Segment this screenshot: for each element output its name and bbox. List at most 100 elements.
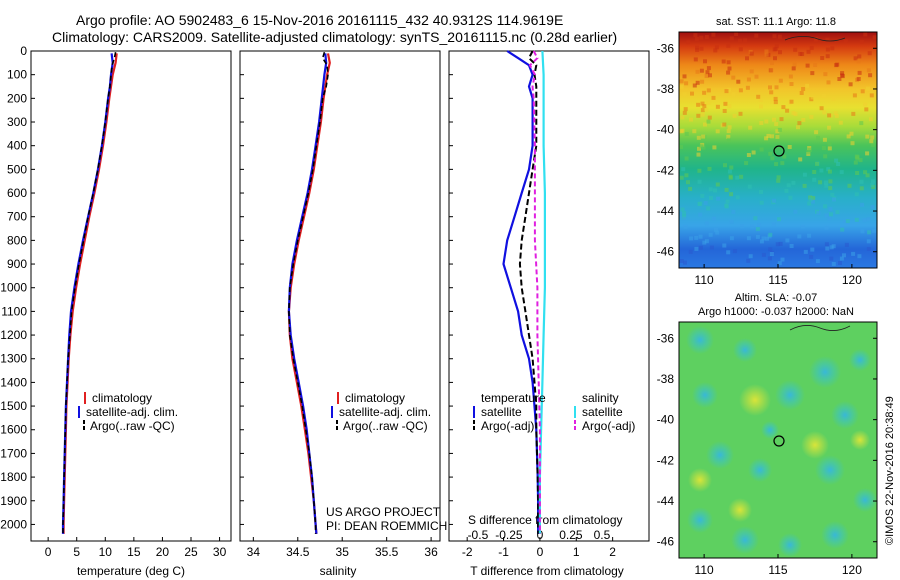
sst-pixel — [754, 33, 759, 38]
sla-eddy — [706, 441, 734, 469]
sst-pixel — [846, 134, 851, 139]
sst-pixel — [860, 202, 865, 207]
sst-pixel — [738, 38, 742, 43]
sst-pixel — [753, 216, 758, 221]
argo-location-marker — [773, 435, 785, 447]
sst-pixel — [725, 199, 730, 204]
sst-pixel — [852, 93, 857, 98]
sst-pixel — [855, 171, 860, 175]
sst-pixel — [734, 32, 739, 36]
sst-pixel — [810, 95, 815, 100]
sst-pixel — [682, 92, 687, 97]
map-y-tick-label: -46 — [657, 535, 675, 549]
sst-pixel — [702, 240, 707, 245]
sst-pixel — [692, 129, 697, 134]
x-tick-label: 15 — [127, 545, 141, 559]
sst-pixel — [700, 112, 705, 117]
x-tick-label: -1 — [498, 545, 509, 559]
depth-tick-label: 1200 — [0, 328, 27, 342]
legend-label-sal-argo: Argo(-adj) — [582, 419, 635, 433]
map-y-tick-label: -40 — [657, 123, 675, 137]
sst-pixel — [708, 232, 713, 237]
sst-pixel — [792, 62, 797, 67]
depth-tick-label: 1800 — [0, 470, 27, 484]
sst-pixel — [849, 131, 854, 136]
sst-pixel — [727, 169, 732, 174]
sst-pixel — [822, 93, 826, 98]
sst-pixel — [825, 54, 830, 59]
sst-pixel — [738, 47, 743, 52]
sst-pixel — [814, 130, 819, 135]
sst-pixel — [872, 228, 876, 233]
sst-pixel — [856, 59, 861, 64]
sst-pixel — [857, 54, 862, 59]
sst-pixel — [819, 168, 824, 173]
sst-pixel — [778, 241, 783, 246]
depth-tick-label: 0 — [20, 44, 27, 58]
x-tick-label: 34 — [247, 545, 261, 559]
sla-eddy — [809, 356, 841, 388]
sst-pixel — [868, 117, 873, 122]
legend-label-argo: Argo(..raw -QC) — [90, 419, 175, 433]
sst-pixel — [870, 183, 875, 188]
sst-pixel — [735, 175, 740, 180]
sst-pixel — [777, 127, 782, 132]
sst-pixel — [709, 245, 714, 250]
sst-pixel — [791, 180, 796, 185]
sst-pixel — [731, 75, 736, 80]
sst-pixel — [823, 72, 828, 77]
difference-plot-frame — [448, 50, 650, 542]
sla-high — [850, 430, 870, 450]
sla-eddy — [733, 338, 757, 362]
sst-pixel — [811, 196, 816, 201]
sst-pixel — [857, 254, 862, 259]
salinity-plot-frame — [239, 50, 441, 542]
sst-pixel — [704, 74, 709, 78]
sst-pixel — [694, 235, 699, 240]
sst-pixel — [854, 192, 859, 197]
sst-pixel — [690, 91, 694, 96]
sst-pixel — [749, 51, 754, 56]
sst-pixel — [819, 106, 824, 111]
sst-pixel — [815, 161, 819, 166]
sst-pixel — [698, 245, 703, 250]
sst-pixel — [684, 173, 689, 178]
sst-pixel — [727, 137, 731, 142]
sst-pixel — [746, 258, 751, 263]
salinity-profiles — [287, 51, 331, 534]
credit-pi: PI: DEAN ROEMMICH — [326, 519, 447, 533]
sst-pixel — [721, 59, 726, 64]
sst-pixel — [726, 250, 731, 255]
sst-pixel — [756, 94, 761, 99]
map-y-tick-label: -36 — [657, 331, 675, 345]
sst-pixel — [789, 82, 794, 86]
sst-pixel — [700, 101, 705, 106]
sst-pixel — [748, 125, 753, 130]
sst-pixel — [851, 111, 856, 116]
sst-pixel — [809, 114, 814, 119]
sst-map: -36 -38 -40 -42 -44 -46 110 115 120 — [657, 31, 878, 287]
sst-pixel — [704, 35, 709, 39]
sst-pixel — [797, 121, 802, 126]
sst-pixel — [703, 122, 707, 127]
sst-map-x-axis: 110 115 120 — [695, 264, 862, 287]
sst-pixel — [824, 225, 829, 230]
sst-map-y-axis: -36 -38 -40 -42 -44 -46 — [657, 41, 877, 259]
sst-pixel — [850, 141, 855, 146]
sst-map-texture — [679, 32, 877, 266]
legend-label-sal-satellite: satellite — [582, 405, 623, 419]
sst-pixel — [705, 70, 710, 75]
sst-pixel — [727, 66, 732, 71]
sla-eddy — [775, 380, 805, 410]
sst-pixel — [745, 85, 750, 90]
map-y-tick-label: -38 — [657, 82, 675, 96]
map-x-tick-label: 110 — [695, 563, 714, 577]
sst-pixel — [837, 77, 842, 81]
sst-pixel — [708, 73, 712, 78]
sst-pixel — [859, 121, 864, 126]
s-diff-tick-label: 0.5 — [594, 528, 611, 542]
sst-pixel — [826, 167, 831, 172]
difference-legend: temperature salinity satellite Argo(-adj… — [473, 391, 635, 433]
sst-pixel — [859, 186, 864, 191]
sst-pixel — [757, 223, 762, 227]
